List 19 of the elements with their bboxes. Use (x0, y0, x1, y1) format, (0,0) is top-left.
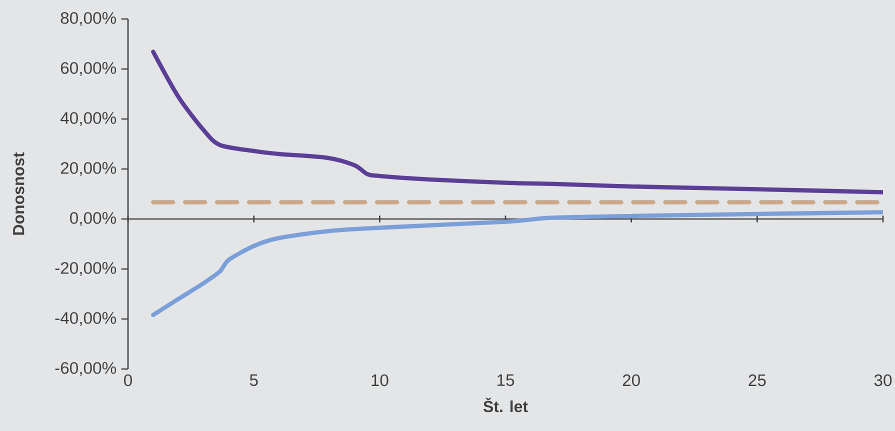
line-series (151, 210, 883, 318)
y-tick-label: -40,00% (55, 312, 116, 326)
y-axis-title: Donosnost (13, 152, 24, 235)
y-tick-label: 20,00% (60, 162, 116, 176)
y-tick-label: 40,00% (60, 112, 116, 126)
y-tick-label: 0,00% (70, 212, 116, 226)
x-tick-label: 0 (124, 374, 132, 386)
x-tick-label: 15 (498, 374, 514, 386)
y-tick-label: 60,00% (60, 62, 116, 76)
line-series (151, 50, 883, 194)
y-tick-label: -60,00% (55, 362, 116, 376)
y-tick-label: -20,00% (55, 262, 116, 276)
x-tick-label: 5 (250, 374, 258, 386)
x-tick-label: 30 (874, 374, 892, 386)
x-tick-label: 25 (748, 374, 766, 386)
x-tick-label: 20 (622, 374, 640, 386)
y-tick-label: 80,00% (60, 12, 116, 26)
x-tick-label: 10 (372, 374, 388, 386)
x-axis-title: Št. let (483, 398, 528, 412)
